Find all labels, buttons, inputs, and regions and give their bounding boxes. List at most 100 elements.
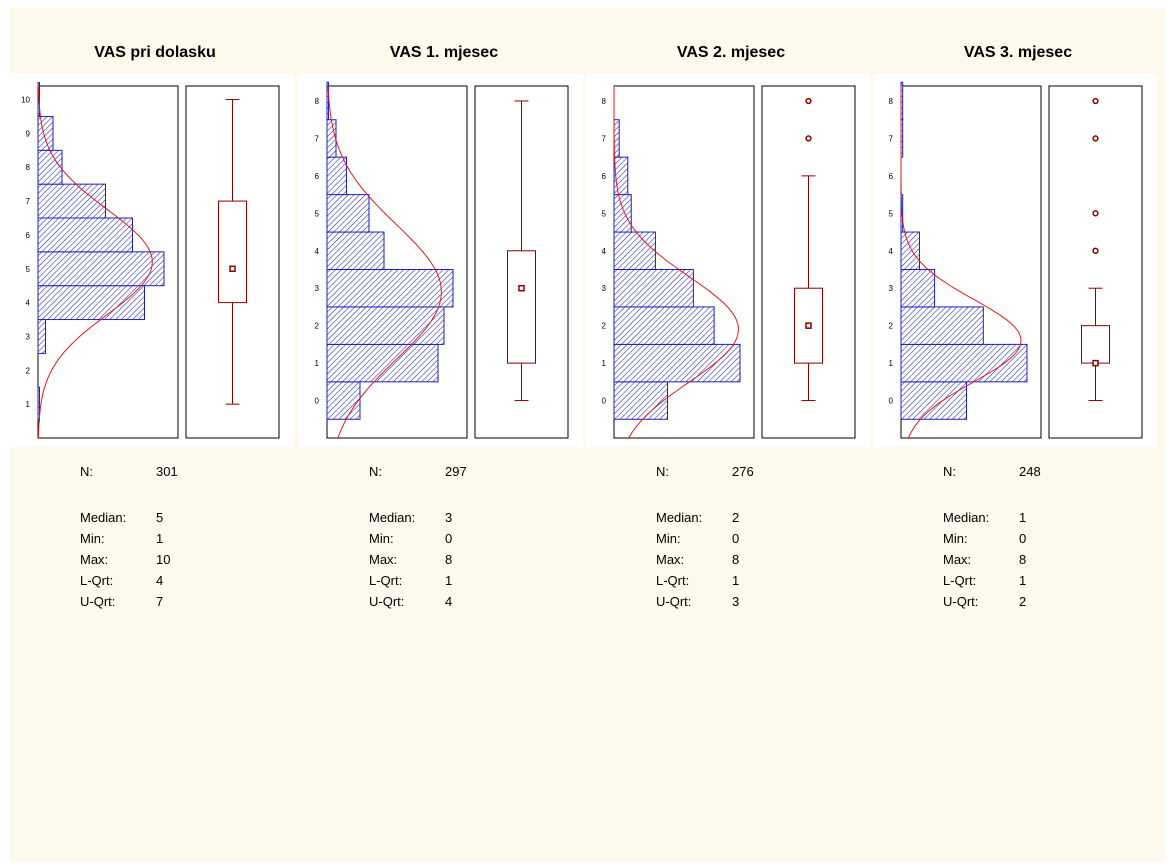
y-tick-label: 0 [602, 397, 607, 406]
iqr-box [1081, 325, 1110, 364]
y-tick-label: 1 [889, 359, 894, 368]
histogram-bar [326, 156, 347, 196]
histogram-bar [326, 119, 337, 158]
iqr-box [218, 200, 247, 304]
stat-value-max: 8 [1019, 552, 1027, 567]
stat-label-max: Max: [80, 552, 109, 567]
histogram-bar [37, 251, 165, 287]
stat-value-u-qrt: 7 [156, 594, 164, 609]
stat-value-l-qrt: 1 [1019, 573, 1027, 588]
stat-label-n: N: [943, 464, 956, 479]
stat-value-median: 1 [1019, 510, 1027, 525]
histogram-bar [326, 194, 370, 233]
y-tick-label: 6 [26, 231, 31, 240]
histogram-bar [613, 156, 629, 196]
y-tick-label: 0 [889, 397, 894, 406]
iqr-box [507, 250, 536, 364]
histogram-bar [900, 268, 936, 308]
histogram-bar [613, 194, 632, 233]
stat-label-max: Max: [656, 552, 685, 567]
y-tick-label: 7 [889, 134, 894, 143]
normal-curve [900, 86, 1022, 439]
histogram-bar [613, 306, 715, 345]
stat-label-l-qrt: L-Qrt: [656, 573, 690, 588]
stat-value-u-qrt: 2 [1019, 594, 1027, 609]
y-tick-label: 4 [889, 247, 894, 256]
y-tick-label: 9 [26, 129, 31, 138]
figure-canvas: VAS pri dolasku 1 2 3 4 5 6 7 8 9 10 N: 301 Median… [10, 8, 1165, 862]
y-tick-label: 2 [26, 366, 31, 375]
plot-area: 0 1 2 3 4 5 6 7 8 [889, 81, 1143, 439]
stat-label-l-qrt: L-Qrt: [369, 573, 403, 588]
histogram-bar [37, 115, 54, 151]
y-tick-label: 8 [889, 97, 894, 106]
y-tick-label: 3 [889, 284, 894, 293]
outlier-point [805, 97, 812, 105]
histogram-bar [37, 183, 106, 219]
median-marker [518, 284, 525, 292]
stat-label-n: N: [80, 464, 93, 479]
panel-vas-pri-dolasku: VAS pri dolasku 1 2 3 4 5 6 7 8 9 10 N: 301 Median… [10, 8, 300, 638]
stat-value-min: 0 [445, 531, 453, 546]
median-marker [805, 322, 812, 329]
histogram-bar [900, 381, 968, 420]
y-tick-label: 0 [315, 397, 320, 406]
median-marker [1092, 359, 1099, 367]
normal-curve [613, 86, 739, 439]
y-tick-label: 2 [602, 322, 607, 331]
y-tick-label: 6 [602, 172, 607, 181]
y-tick-label: 8 [315, 97, 320, 106]
stat-label-l-qrt: L-Qrt: [943, 573, 977, 588]
histogram-bar [326, 306, 445, 345]
stat-value-u-qrt: 3 [732, 594, 740, 609]
chart-title: VAS 1. mjesec [389, 44, 499, 61]
stat-value-n: 297 [445, 464, 467, 479]
histogram-bar [613, 231, 656, 270]
histogram-bar [326, 268, 454, 308]
y-tick-label: 6 [889, 172, 894, 181]
histogram-bar [900, 231, 920, 270]
stat-value-median: 2 [732, 510, 740, 525]
y-tick-label: 8 [26, 163, 31, 172]
plot-area: 0 1 2 3 4 5 6 7 8 [315, 81, 569, 439]
plot-area: 0 1 2 3 4 5 6 7 8 [602, 85, 856, 439]
histogram-bar [900, 343, 1028, 383]
y-tick-label: 4 [26, 299, 31, 308]
stat-value-max: 8 [445, 552, 453, 567]
stat-label-max: Max: [943, 552, 972, 567]
stat-label-min: Min: [369, 531, 394, 546]
stat-label-median: Median: [369, 510, 416, 525]
y-tick-label: 2 [889, 322, 894, 331]
stat-label-min: Min: [656, 531, 681, 546]
y-tick-label: 3 [602, 284, 607, 293]
panel-vas-2-mjesec: VAS 2. mjesec 0 1 2 3 4 5 6 7 8 N: 276 Median: 2 M… [586, 8, 876, 638]
stat-value-median: 5 [156, 510, 164, 525]
stat-label-min: Min: [80, 531, 105, 546]
outlier-point [1092, 135, 1099, 142]
stat-label-median: Median: [943, 510, 990, 525]
histogram-bar [613, 381, 669, 420]
stat-value-max: 10 [156, 552, 171, 567]
chart-title: VAS 3. mjesec [963, 44, 1073, 61]
histogram-bar [37, 285, 145, 321]
chart-title: VAS pri dolasku [94, 44, 216, 61]
stat-value-n: 276 [732, 464, 754, 479]
stat-value-l-qrt: 4 [156, 573, 164, 588]
outlier-point [1092, 97, 1099, 105]
y-tick-label: 1 [315, 359, 320, 368]
stat-label-median: Median: [80, 510, 127, 525]
outlier-point [1092, 210, 1099, 217]
histogram-bar [37, 149, 63, 185]
histogram-bar [613, 268, 694, 308]
y-tick-label: 6 [315, 172, 320, 181]
y-tick-label: 5 [602, 209, 607, 218]
stat-value-max: 8 [732, 552, 740, 567]
chart-title: VAS 2. mjesec [676, 44, 786, 61]
histogram-bar [326, 231, 385, 270]
stat-value-n: 248 [1019, 464, 1041, 479]
y-tick-label: 1 [602, 359, 607, 368]
stat-label-u-qrt: U-Qrt: [943, 594, 979, 609]
stat-value-median: 3 [445, 510, 453, 525]
stat-label-u-qrt: U-Qrt: [656, 594, 692, 609]
stat-value-min: 0 [1019, 531, 1027, 546]
